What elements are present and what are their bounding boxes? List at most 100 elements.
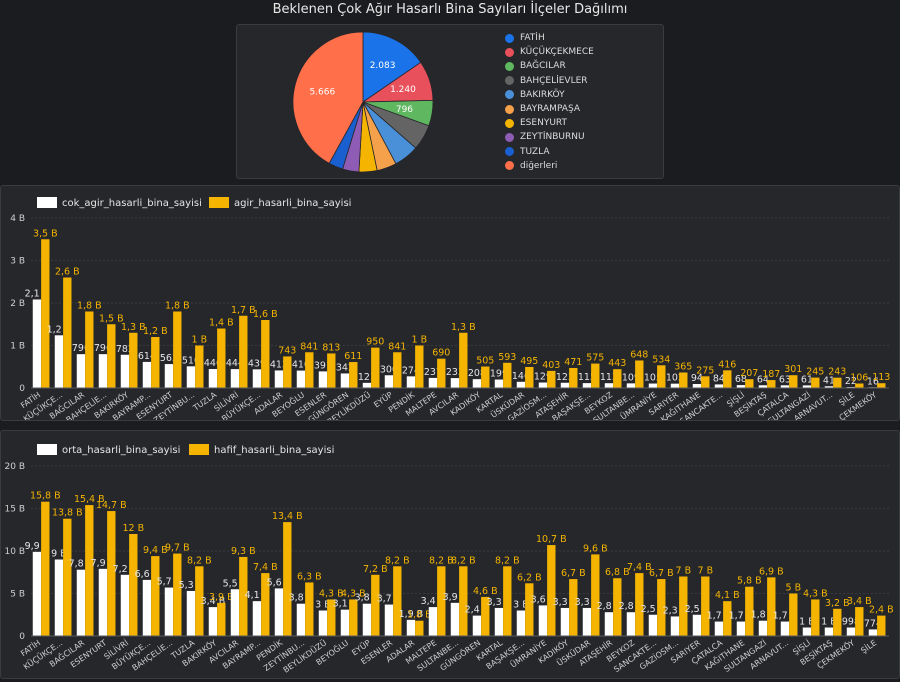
pie-slice	[293, 31, 364, 164]
bar-b	[63, 518, 72, 636]
bar-value-label: 614	[138, 351, 156, 362]
bar-b	[85, 505, 94, 636]
pie-legend-item[interactable]: BAKIRKÖY	[505, 90, 565, 100]
bar-a	[318, 371, 328, 388]
bar-value-label: 3,4 B	[421, 596, 446, 607]
pie-legend-item[interactable]: ESENYURT	[505, 118, 567, 128]
bar-b	[745, 379, 754, 388]
bar-a	[76, 354, 86, 388]
bar-a	[736, 621, 746, 636]
bar-a	[516, 610, 526, 636]
legend-label: agir_hasarli_bina_sayisi	[234, 198, 351, 209]
bar-value-label: 950	[366, 337, 384, 348]
bar-value-label: 1,8 B	[77, 301, 102, 312]
legend-swatch	[505, 33, 514, 43]
pie-legend-item[interactable]: BAHÇELİEVLER	[505, 76, 588, 86]
bar-b	[195, 566, 204, 636]
bar-b	[173, 553, 182, 636]
bar-value-label: 4,6 B	[473, 586, 498, 597]
pie-chart-panel: 2.083 1.240 796 5.666 FATİH KÜÇÜKÇEKMECE BAĞC…	[236, 24, 664, 179]
bar-a	[494, 607, 504, 636]
bar-b	[415, 345, 424, 388]
pie-legend-item[interactable]: TUZLA	[505, 147, 549, 157]
bar-value-label: 3,1 B	[333, 599, 358, 610]
pie-slice-label: 796	[396, 105, 413, 115]
pie-legend-item[interactable]: FATİH	[505, 33, 545, 43]
bar-a	[406, 376, 416, 388]
bar-value-label: 1,5 B	[99, 313, 124, 324]
bar-value-label: 22	[845, 376, 857, 387]
bar-b	[107, 511, 116, 636]
bar-a	[714, 384, 724, 388]
bar-value-label: 3,7 B	[377, 594, 402, 605]
bar-value-label: 1,7 B	[707, 611, 732, 622]
bar-a	[758, 620, 768, 636]
bar-value-label: 611	[344, 351, 362, 362]
bar-value-label: 1,8 B	[751, 610, 776, 621]
bar-value-label: 774	[864, 618, 882, 629]
bar-value-label: 6,7 B	[649, 568, 674, 579]
bar-a	[362, 603, 372, 636]
bar-value-label: 3,3 B	[575, 597, 600, 608]
legend-swatch	[209, 197, 229, 208]
bar-value-label: 743	[278, 345, 296, 356]
bar-value-label: 3,2 B	[825, 598, 850, 609]
bar-value-label: 129	[534, 372, 552, 383]
pie-slice	[362, 31, 422, 103]
bar-b	[811, 377, 820, 388]
y-tick-label: 20 B	[5, 462, 26, 472]
pie-legend-item[interactable]: BAĞCILAR	[505, 61, 566, 71]
bar-value-label: 534	[652, 354, 670, 365]
bar-value-label: 7,2 B	[113, 564, 138, 575]
bar-a	[560, 382, 570, 388]
bar-a	[824, 386, 834, 388]
pie-legend-item[interactable]: diğerleri	[505, 161, 557, 171]
bar-a	[846, 627, 856, 636]
legend-label: FATİH	[520, 33, 545, 43]
bar-value-label: 413	[270, 359, 288, 370]
bar-a	[626, 383, 636, 388]
bar-value-label: 1,7 B	[231, 305, 256, 316]
pie-legend-item[interactable]: BAYRAMPAŞA	[505, 104, 580, 114]
bar-a	[54, 559, 64, 636]
legend-swatch	[505, 118, 514, 128]
pie-legend-item[interactable]: ZEYTİNBURNU	[505, 132, 585, 142]
bar-b	[239, 315, 248, 388]
bar-b	[525, 583, 534, 636]
y-tick-label: 1 B	[10, 342, 25, 352]
bar-value-label: 563	[160, 353, 178, 364]
bar-b	[591, 554, 600, 636]
bar-value-label: 8,2 B	[451, 555, 476, 566]
bar-a	[780, 385, 790, 388]
bar-value-label: 4,1 B	[245, 590, 270, 601]
bar-b	[569, 579, 578, 636]
bar-a	[516, 381, 526, 388]
bar-b	[459, 566, 468, 636]
pie-legend-item[interactable]: KÜÇÜKÇEKMECE	[505, 47, 594, 57]
bar-value-label: 648	[630, 349, 648, 360]
bar-value-label: 10,7 B	[536, 534, 567, 545]
bar-value-label: 1 B	[799, 617, 815, 628]
bar-b	[173, 311, 182, 388]
bar-a	[802, 627, 812, 636]
bar-value-label: 199	[490, 369, 508, 380]
bar-value-label: 403	[542, 360, 560, 371]
bar-value-label: 12 B	[122, 523, 144, 534]
bar-value-label: 782	[116, 344, 134, 355]
bar-a	[868, 629, 878, 636]
bar-value-label: 1,2 B	[47, 324, 72, 335]
bar-a	[340, 609, 350, 636]
bar-a	[802, 385, 812, 388]
bar-b	[745, 586, 754, 636]
bar-chart-heavy: cok_agir_hasarli_bina_sayisi agir_hasarli…	[10, 197, 890, 427]
bar-value-label: 243	[828, 367, 846, 378]
bar-b	[723, 370, 732, 388]
bar-value-label: 1,3 B	[121, 322, 146, 333]
bar-value-label: 5,6 B	[267, 577, 292, 588]
pie-slice-label: 1.240	[390, 85, 416, 95]
bar-value-label: 2,8 B	[597, 601, 622, 612]
bar-value-label: 115	[578, 372, 596, 383]
bar-value-label: 105	[644, 373, 662, 384]
bar-value-label: 575	[586, 353, 604, 364]
bar-a	[428, 607, 438, 636]
